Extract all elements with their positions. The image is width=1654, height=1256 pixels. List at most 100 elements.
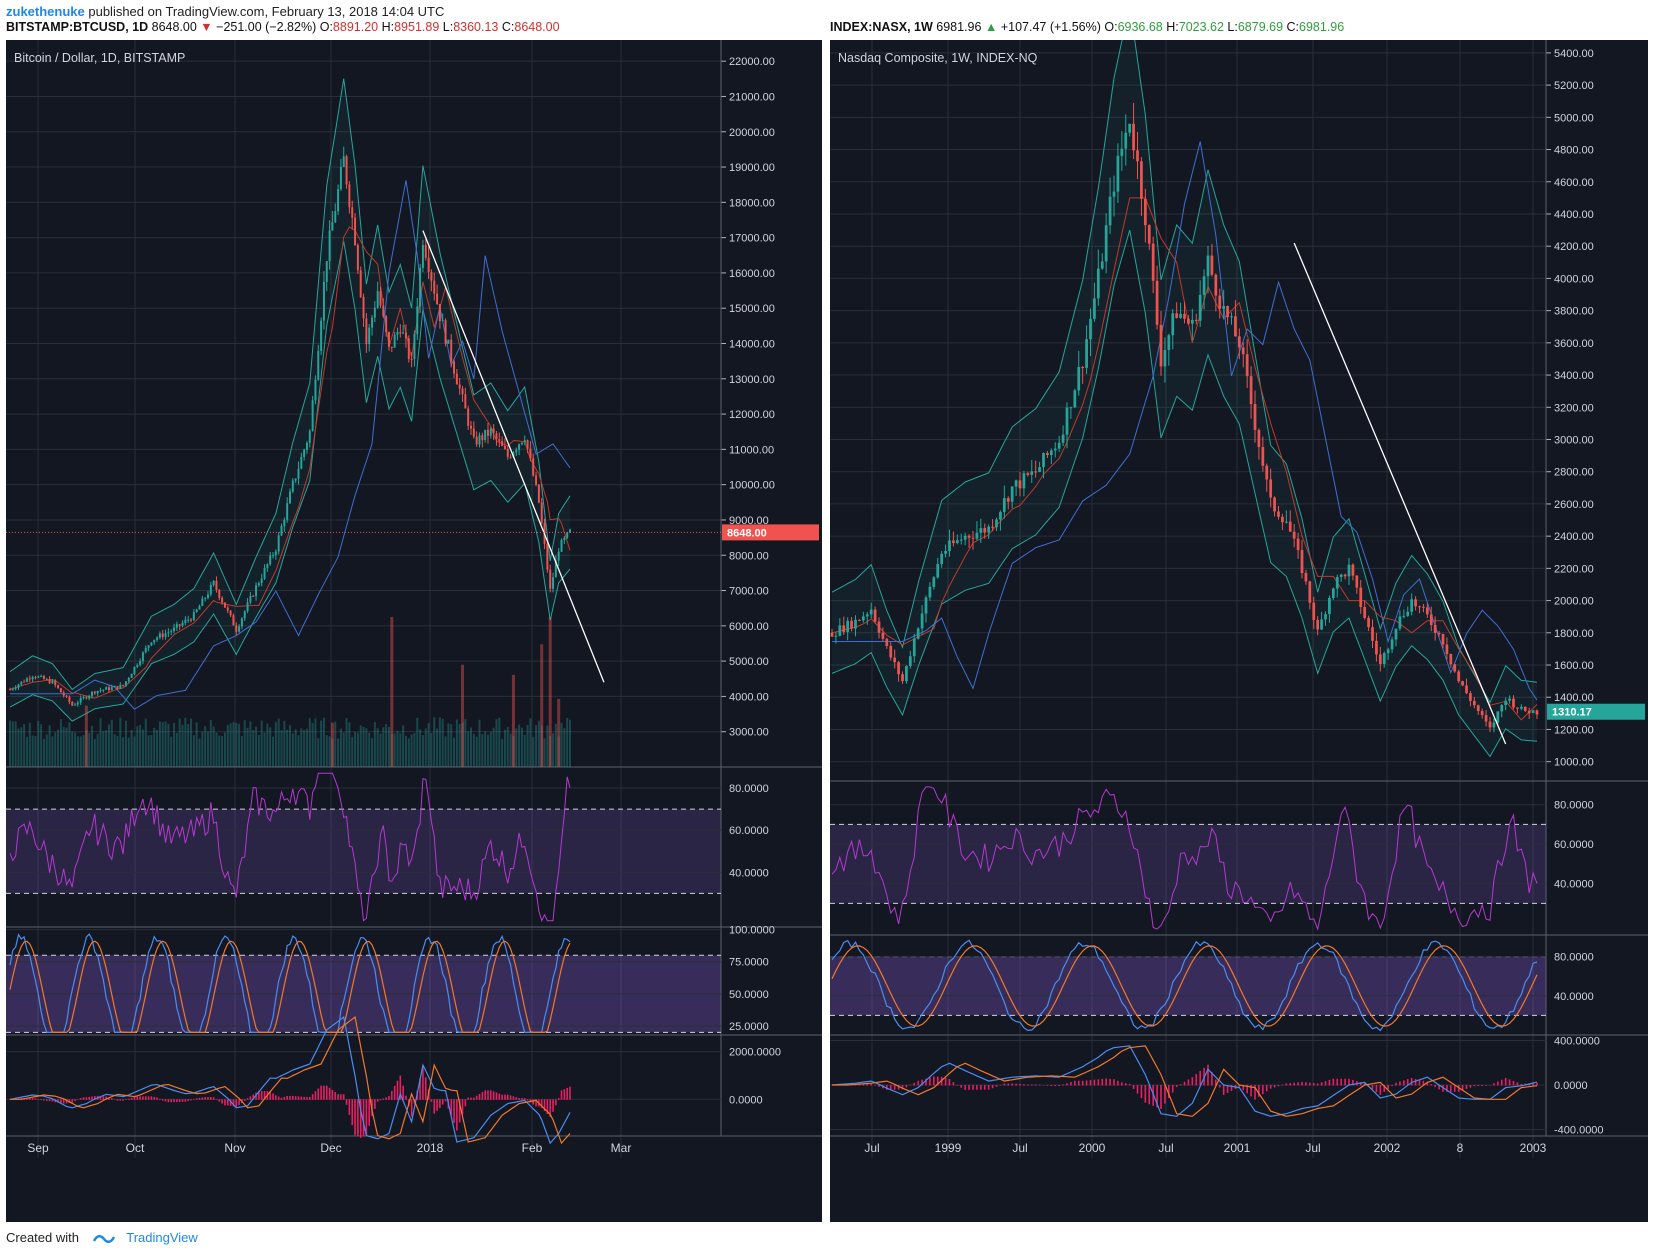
macd-histogram-bar [456, 1099, 458, 1131]
candle-body [1422, 606, 1425, 608]
macd-histogram-bar [354, 1099, 356, 1136]
candle-body [161, 633, 164, 637]
price-tick-label: 19000.00 [729, 162, 775, 174]
volume-bar [410, 734, 413, 767]
macd-histogram-bar [328, 1087, 331, 1100]
candle-body [1265, 465, 1269, 480]
symbol[interactable]: BITSTAMP:BTCUSD, 1D [6, 20, 149, 34]
candle-body [25, 678, 28, 682]
volume-bar [11, 721, 14, 767]
price-tick-label: 13000.00 [729, 374, 775, 386]
macd-histogram-bar [936, 1076, 939, 1086]
price-tick-label: 14000.00 [729, 339, 775, 351]
candle-body [512, 452, 515, 457]
volume-bar [184, 717, 187, 767]
macd-histogram-bar [272, 1093, 274, 1100]
candle-body [1026, 473, 1030, 475]
macd-histogram-bar [402, 1085, 404, 1100]
candle-body [1453, 664, 1457, 672]
publisher-name[interactable]: zukethenuke [6, 4, 85, 19]
volume-bar [371, 737, 374, 767]
candle-body [156, 637, 159, 640]
macd-histogram-bar [952, 1082, 955, 1086]
macd-histogram-bar [1081, 1080, 1084, 1086]
price-tick-label: 3200.00 [1554, 402, 1594, 414]
nasdaq-chart-panel[interactable]: Jul 1999 Jul 2000 Jul 2001 Jul 2002 8 2003 1000.00… [830, 4, 1648, 1222]
candle-body [920, 613, 924, 629]
candle-body [850, 620, 853, 629]
candle-body [1143, 198, 1147, 226]
candle-body [99, 690, 102, 692]
btc-chart-panel[interactable]: Sep Oct Nov Dec 2018 Feb Mar 3000.00 4000.00 5000… [6, 40, 822, 1222]
macd-histogram-bar [1446, 1085, 1448, 1092]
macd-histogram-bar [308, 1096, 311, 1100]
price-tick-label: 3000.00 [729, 727, 769, 739]
volume-bar [269, 727, 272, 767]
macd-histogram-bar [441, 1099, 444, 1105]
price-tick-label: 4600.00 [1554, 177, 1594, 189]
candle-body [1316, 619, 1320, 630]
tradingview-link[interactable]: TradingView [126, 1230, 198, 1245]
volume-bar [455, 719, 458, 767]
macd-histogram-bar [509, 1095, 512, 1100]
candle-body [1504, 700, 1508, 706]
price-tick-label: 18000.00 [729, 197, 775, 209]
macd-histogram-bar [1148, 1085, 1151, 1105]
macd-histogram-bar [385, 1097, 387, 1100]
volume-bar [399, 733, 402, 767]
volume-bar [110, 719, 113, 767]
macd-histogram-bar [1136, 1085, 1139, 1094]
candle-body [1292, 531, 1296, 539]
last-price-label: 8648.00 [727, 527, 767, 539]
volume-bar [40, 724, 43, 767]
macd-histogram-bar [204, 1096, 206, 1100]
macd-histogram-bar [113, 1099, 116, 1100]
candle-body [1245, 354, 1249, 377]
macd-histogram-bar [1175, 1085, 1178, 1088]
volume-bar [212, 726, 215, 767]
macd-histogram-bar [1074, 1080, 1076, 1086]
candle-body [407, 338, 410, 359]
macd-histogram-bar [1516, 1082, 1519, 1086]
macd-histogram-bar [1023, 1084, 1025, 1086]
macd-histogram-bar [173, 1099, 175, 1103]
macd-histogram-bar [127, 1098, 130, 1100]
macd-histogram-bar [475, 1095, 478, 1100]
macd-histogram-bar [167, 1099, 170, 1103]
macd-histogram-bar [359, 1099, 362, 1138]
volume-bar [91, 725, 94, 767]
candle-body [1030, 471, 1034, 475]
candle-body [1206, 255, 1210, 277]
volume-bar [102, 731, 105, 767]
volume-bar [552, 733, 555, 767]
btc-chart-svg[interactable]: Sep Oct Nov Dec 2018 Feb Mar 3000.00 4000.00 5000… [6, 40, 822, 1222]
volume-spike-bar [557, 698, 561, 767]
volume-spike-bar [511, 674, 515, 767]
candle-body [1046, 452, 1049, 456]
candle-body [478, 435, 481, 445]
candle-body [1328, 597, 1331, 615]
volume-bar [402, 725, 405, 767]
macd-histogram-bar [60, 1099, 62, 1104]
volume-bar [458, 724, 461, 767]
candle-body [881, 632, 885, 639]
candle-body [308, 430, 311, 443]
candle-body [167, 632, 170, 634]
macd-histogram-bar [1383, 1085, 1386, 1092]
candle-body [535, 475, 538, 485]
close-label: C: [501, 20, 515, 34]
macd-histogram-bar [866, 1083, 869, 1086]
candle-body [226, 607, 229, 611]
volume-bar [484, 731, 487, 767]
candle-body [520, 442, 523, 445]
macd-histogram-bar [995, 1085, 998, 1087]
nasdaq-chart-svg[interactable]: Jul 1999 Jul 2000 Jul 2001 Jul 2002 8 2003 1000.00… [830, 4, 1648, 1222]
candle-body [325, 261, 328, 282]
candle-body [1038, 467, 1041, 472]
candle-body [1410, 599, 1414, 612]
candle-body [249, 595, 252, 603]
candle-body [105, 687, 108, 690]
candle-body [1371, 627, 1374, 641]
symbol[interactable]: INDEX:NASX, 1W [830, 20, 933, 34]
candle-body [967, 535, 971, 538]
